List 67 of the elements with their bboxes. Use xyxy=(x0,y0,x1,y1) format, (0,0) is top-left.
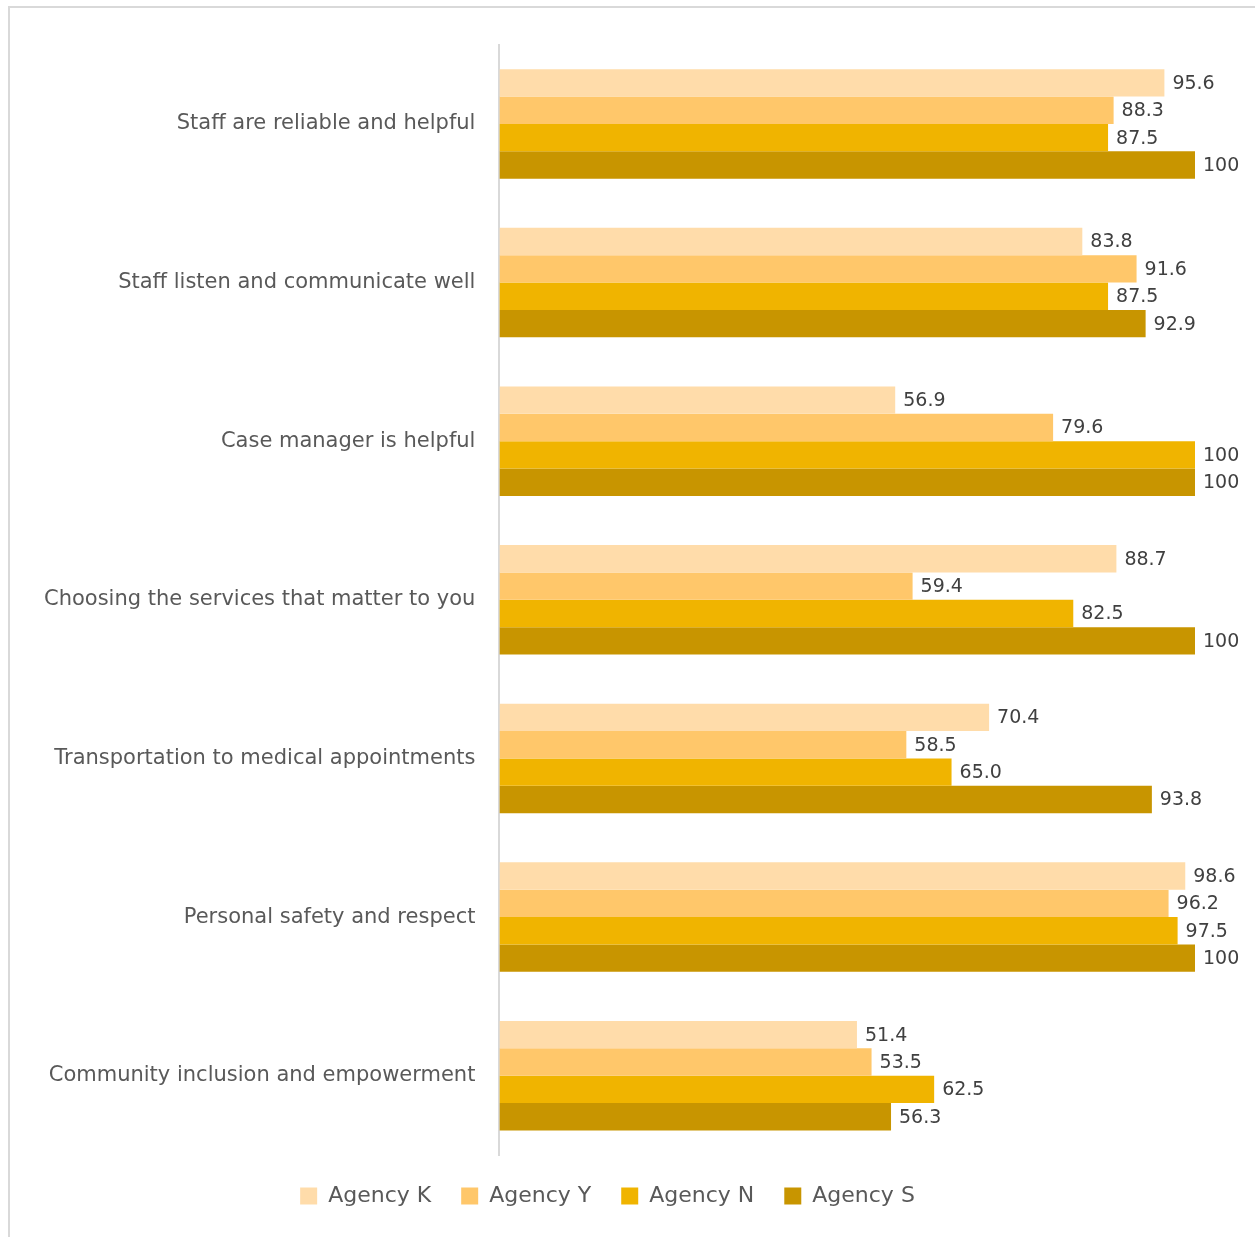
bar xyxy=(499,599,1074,628)
legend-label: Agency Y xyxy=(489,1181,592,1207)
data-label: 56.3 xyxy=(899,1104,942,1127)
bar xyxy=(499,413,1054,442)
data-label: 62.5 xyxy=(942,1077,985,1100)
data-label: 56.9 xyxy=(903,388,946,411)
data-label: 100 xyxy=(1203,628,1240,651)
data-label: 87.5 xyxy=(1116,284,1159,307)
data-label: 83.8 xyxy=(1090,229,1133,252)
data-label: 58.5 xyxy=(914,732,957,755)
bar xyxy=(499,69,1165,97)
bar xyxy=(499,1103,892,1131)
data-label: 92.9 xyxy=(1153,311,1196,334)
bar xyxy=(499,758,952,786)
y-tick-label: Community inclusion and empowerment xyxy=(48,1062,476,1087)
bar xyxy=(499,944,1195,972)
data-label: 95.6 xyxy=(1172,70,1215,93)
bar xyxy=(499,468,1195,496)
y-tick-label: Staff are reliable and helpful xyxy=(176,110,476,135)
data-label: 59.4 xyxy=(920,574,963,597)
bar xyxy=(499,1075,935,1104)
bar xyxy=(499,386,896,414)
data-label: 100 xyxy=(1203,152,1240,175)
data-label: 98.6 xyxy=(1193,863,1236,886)
legend-label: Agency S xyxy=(812,1181,915,1207)
legend-label: Agency K xyxy=(328,1181,432,1207)
data-label: 87.5 xyxy=(1116,125,1159,148)
data-label: 79.6 xyxy=(1061,415,1104,438)
bar xyxy=(499,545,1117,573)
legend-label: Agency N xyxy=(649,1181,755,1207)
data-label: 96.2 xyxy=(1176,891,1219,914)
data-label: 93.8 xyxy=(1159,787,1203,810)
y-tick-label: Transportation to medical appointments xyxy=(53,744,476,769)
data-label: 100 xyxy=(1203,470,1240,493)
data-label: 51.4 xyxy=(864,1022,908,1045)
bar xyxy=(499,309,1146,338)
bar xyxy=(499,627,1195,655)
data-label: 88.7 xyxy=(1124,546,1167,569)
data-label: 91.6 xyxy=(1144,256,1187,279)
bar xyxy=(499,255,1137,283)
bar xyxy=(499,731,907,759)
y-tick-label: Staff listen and communicate well xyxy=(118,269,476,293)
bar xyxy=(499,889,1169,918)
bar xyxy=(499,703,990,732)
data-label: 100 xyxy=(1203,442,1240,465)
bar xyxy=(499,227,1083,256)
bar xyxy=(499,151,1195,179)
bar xyxy=(499,441,1195,469)
bar xyxy=(499,1020,857,1049)
bar xyxy=(499,1048,872,1076)
bar xyxy=(499,862,1186,890)
data-label: 82.5 xyxy=(1081,601,1124,624)
bar xyxy=(499,785,1152,814)
y-tick-label: Personal safety and respect xyxy=(183,903,476,928)
y-tick-label: Case manager is helpful xyxy=(220,427,476,452)
y-tick-label: Choosing the services that matter to you xyxy=(43,586,476,611)
bar xyxy=(499,123,1109,152)
data-label: 97.5 xyxy=(1185,918,1228,941)
bar xyxy=(499,96,1114,124)
bar xyxy=(499,282,1109,310)
data-label: 100 xyxy=(1203,946,1240,969)
bar xyxy=(499,572,913,600)
data-label: 70.4 xyxy=(997,705,1040,728)
data-label: 53.5 xyxy=(879,1049,922,1072)
bar xyxy=(499,917,1178,945)
data-label: 65.0 xyxy=(959,760,1002,783)
data-label: 88.3 xyxy=(1121,98,1164,121)
